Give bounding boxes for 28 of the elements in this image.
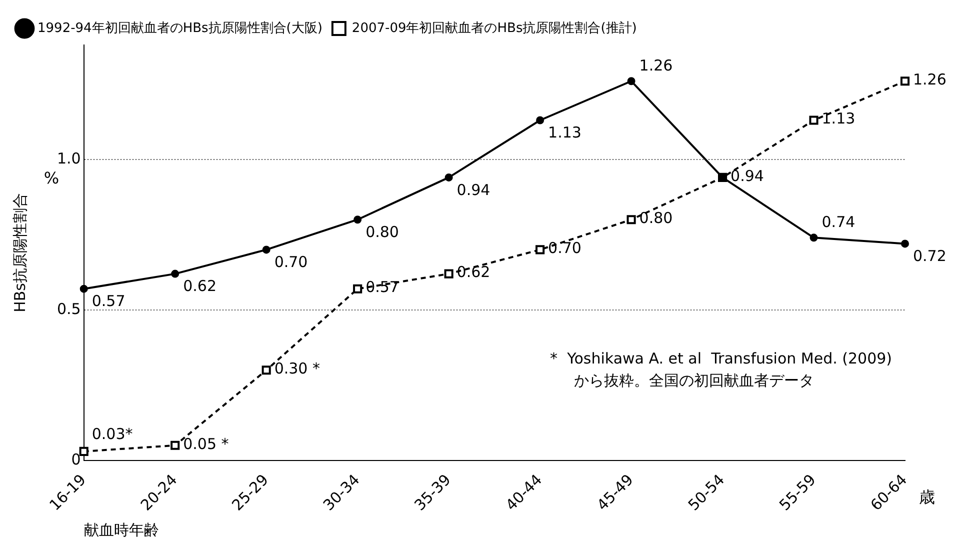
y-axis-title: HBs抗原陽性割合 (10, 193, 29, 312)
text: 歳 (919, 488, 935, 507)
y-tick-label: 0 (71, 450, 81, 468)
data-label: 1.26 (639, 56, 673, 75)
data-label: 0.72 (913, 247, 946, 266)
data-label: 0.70 (548, 239, 582, 258)
data-label: 0.70 (274, 253, 308, 272)
annotation: * Yoshikawa A. et al Transfusion Med. (2009) から抜粋。全国の初回献血者データ (550, 349, 892, 390)
data-label: 1.13 (822, 110, 856, 128)
y-tick-label: 1.0 (56, 149, 81, 168)
data-label: 0.80 (639, 209, 673, 227)
data-label: 0.62 (183, 277, 216, 296)
data-label: 0.80 (366, 223, 399, 241)
data-label: 0.94 (730, 166, 764, 185)
data-label: 1.13 (548, 124, 582, 142)
data-label: 0.94 (456, 180, 490, 199)
legend-label: 1992-94年初回献血者のHBs抗原陽性割合(大阪) (38, 20, 322, 36)
data-label: 1.26 (913, 70, 946, 89)
y-tick-label: 0.5 (56, 300, 81, 318)
data-label: 0.03* (92, 424, 134, 443)
data-label: 0.57 (92, 292, 126, 310)
data-label: 0.57 (366, 278, 399, 296)
data-label: 0.74 (822, 213, 856, 232)
data-label: 0.30 * (274, 360, 320, 378)
data-label: 0.05 * (183, 434, 230, 453)
legend-label: 2007-09年初回献血者のHBs抗原陽性割合(推計) (352, 20, 637, 36)
x-axis-title: 献血時年齢 (84, 520, 159, 539)
text: % (44, 168, 60, 188)
